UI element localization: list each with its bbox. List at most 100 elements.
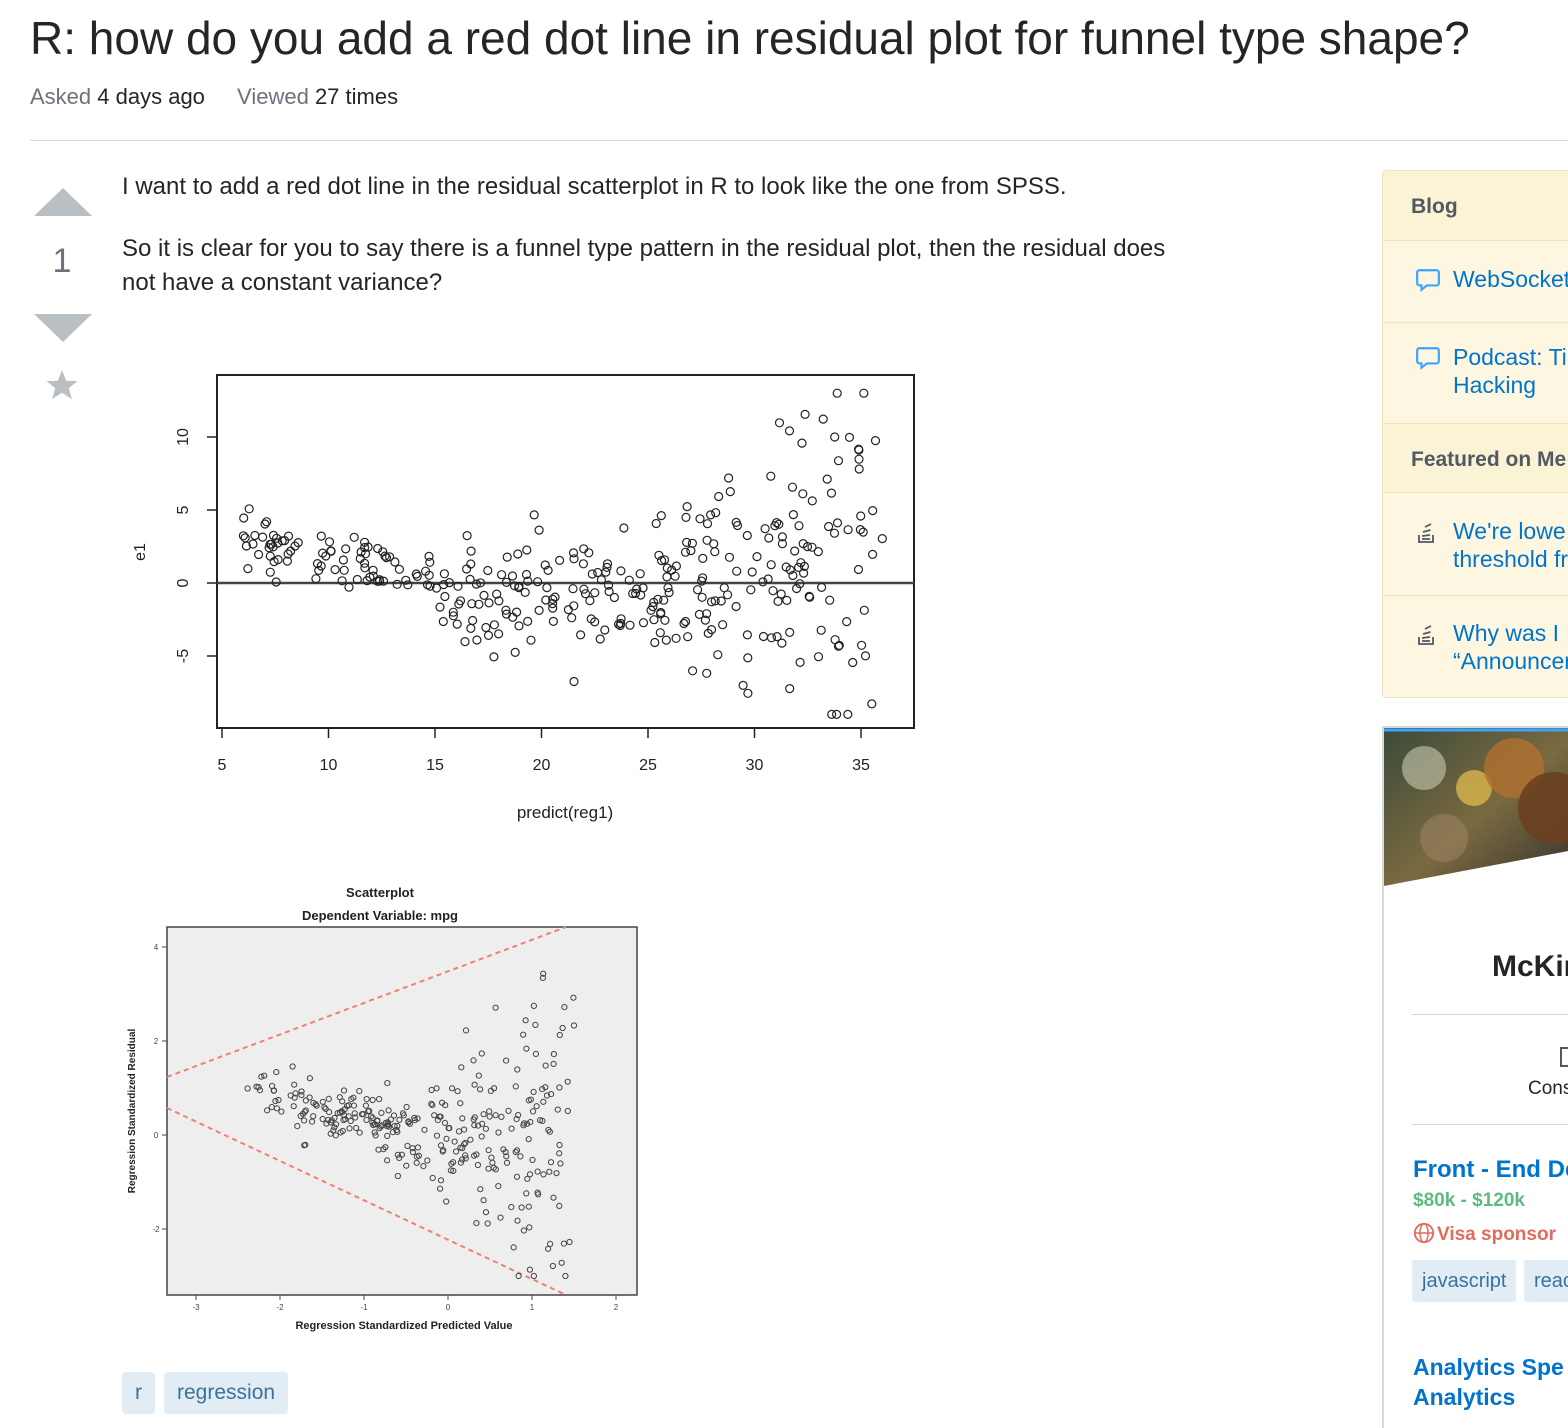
downvote-icon[interactable]	[32, 312, 94, 344]
spss-plot-point	[515, 1112, 522, 1119]
spss-plot-point	[480, 1197, 487, 1204]
r-plot-ylabel: e1	[132, 543, 149, 561]
spss-scatterplot: Scatterplot Dependent Variable: mpg -3 -2…	[127, 885, 638, 1332]
r-plot-point	[286, 546, 296, 556]
spss-plot-point	[428, 1100, 435, 1107]
question-title[interactable]: R: how do you add a red dot line in resi…	[30, 12, 1470, 64]
r-plot-point	[595, 634, 605, 644]
r-plot-point	[731, 601, 741, 612]
r-plot-point	[854, 464, 864, 474]
r-plot-point	[533, 577, 543, 587]
spss-plot-point	[556, 1202, 563, 1209]
spss-plot-point	[482, 1209, 490, 1216]
tag-regression[interactable]: regression	[164, 1372, 289, 1414]
upvote-icon[interactable]	[32, 186, 94, 218]
sidebar-blog-item-2[interactable]: Podcast: Ti Hacking	[1383, 343, 1568, 403]
spss-plot-point	[356, 1129, 363, 1136]
r-plot-point	[788, 570, 798, 581]
spss-plot-point	[459, 1156, 466, 1163]
spss-plot-point	[420, 1163, 427, 1170]
job-1-tag-javascript[interactable]: javascript	[1412, 1260, 1517, 1302]
job-1-title[interactable]: Front - End De	[1413, 1156, 1568, 1183]
spss-plot-point	[550, 1060, 557, 1067]
r-plot-point	[489, 620, 499, 630]
spss-plot-point	[532, 1021, 539, 1028]
spss-plot-point	[421, 1126, 428, 1133]
job-2-title-line-2[interactable]: Analytics	[1413, 1384, 1516, 1410]
sidebar-meta-item-1-line-2[interactable]: threshold fr	[1453, 546, 1568, 572]
spss-plot-point	[488, 1154, 495, 1161]
spss-plot-point	[526, 1224, 533, 1231]
r-plot-point	[569, 554, 579, 564]
r-plot-point	[548, 616, 558, 626]
spss-plot-point	[548, 1091, 555, 1098]
r-plot-point	[341, 544, 351, 554]
r-plot-point	[686, 546, 696, 556]
r-plot-point	[702, 519, 713, 529]
sidebar-meta-item-2-line-1[interactable]: Why was I	[1453, 620, 1560, 646]
r-plot-point	[484, 598, 494, 608]
r-plot-point	[471, 579, 481, 589]
spss-plot-point	[479, 1120, 486, 1127]
r-plot-point	[578, 559, 588, 569]
spss-plot-point	[508, 1125, 515, 1132]
spss-plot-point	[486, 1113, 493, 1120]
r-plot-point	[401, 575, 411, 585]
r-plot-point	[424, 551, 434, 561]
r-plot-point	[725, 487, 735, 497]
spss-plot-point	[518, 1204, 525, 1211]
r-plot-point	[742, 630, 753, 640]
ad-company-name[interactable]: McKir	[1492, 950, 1568, 983]
r-plot-point	[844, 432, 855, 443]
r-plot-point	[534, 605, 544, 615]
sidebar-meta-item-2[interactable]: Why was I “Announcem	[1383, 619, 1568, 679]
sidebar-meta-item-1-line-1[interactable]: We're lowe	[1453, 518, 1566, 544]
sidebar-blog-item-2-line-1[interactable]: Podcast: Ti	[1453, 344, 1567, 370]
job-1-tag-react[interactable]: reac	[1524, 1260, 1568, 1302]
spss-plot-point	[445, 1125, 452, 1132]
sidebar-meta-item-1[interactable]: We're lowe threshold fr	[1383, 517, 1568, 577]
sidebar-blog-item-2-line-2[interactable]: Hacking	[1453, 372, 1537, 398]
job-2-title-line-1[interactable]: Analytics Spe	[1413, 1354, 1564, 1380]
r-plot-point	[818, 414, 828, 424]
r-plot-point	[394, 564, 404, 574]
spss-lower-dashed-line	[166, 1107, 567, 1296]
r-plot-point	[766, 560, 776, 570]
r-plot-point	[492, 589, 502, 599]
spss-plot-point	[297, 1112, 304, 1119]
spss-plot-point	[323, 1120, 330, 1127]
spss-plot-point	[561, 1004, 568, 1011]
sidebar-blog-item-1-text[interactable]: WebSocket	[1453, 266, 1568, 292]
r-plot-point	[816, 625, 826, 635]
company-banner-image[interactable]	[1384, 728, 1568, 898]
r-plot-point	[352, 574, 362, 585]
spss-plot-title: Scatterplot	[346, 885, 415, 900]
spss-plot-point	[462, 1139, 469, 1146]
spss-plot-point	[524, 1175, 531, 1182]
spss-plot-point	[337, 1129, 344, 1136]
spss-plot-point	[375, 1146, 382, 1153]
spss-plot-point	[360, 1111, 367, 1118]
spss-plot-point	[471, 1081, 478, 1088]
r-plot-point	[650, 637, 660, 648]
sidebar-meta-item-2-line-2[interactable]: “Announcem	[1453, 648, 1568, 674]
spss-plot-point	[394, 1122, 401, 1130]
bookmark-star-icon[interactable]	[44, 368, 80, 402]
r-plot-point	[834, 640, 844, 650]
r-plot-point	[424, 570, 434, 580]
r-plot-point	[785, 684, 795, 694]
r-plot-ytick-label: -5	[175, 649, 192, 663]
r-plot-point	[656, 511, 666, 521]
job-2-title[interactable]: Analytics Spe Analytics	[1413, 1352, 1564, 1412]
spss-plot-point	[302, 1097, 309, 1104]
spss-plot-point	[526, 1266, 533, 1273]
r-plot-point	[776, 589, 786, 599]
r-plot-point	[541, 595, 551, 605]
spss-plot-point	[475, 1072, 482, 1079]
globe-icon	[1413, 1222, 1435, 1244]
r-plot-point	[771, 518, 782, 528]
sidebar-featured-box: Blog WebSocket Podcast: Ti Hacking Featu…	[1382, 170, 1568, 698]
spss-plot-point	[570, 1022, 578, 1029]
r-plot-point	[800, 409, 810, 420]
tag-r[interactable]: r	[122, 1372, 155, 1414]
